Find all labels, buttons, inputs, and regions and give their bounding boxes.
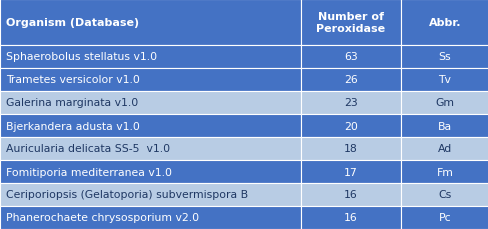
Text: Abbr.: Abbr. [428,18,460,28]
Text: 23: 23 [343,98,357,108]
Bar [400,206,488,229]
Bar [400,160,488,183]
Bar [300,114,400,137]
Text: Pc: Pc [438,213,450,223]
Text: 26: 26 [343,75,357,85]
Text: Ceriporiopsis (Gelatoporia) subvermispora B: Ceriporiopsis (Gelatoporia) subvermispor… [6,190,247,200]
Bar [300,160,400,183]
Bar [0,160,300,183]
Text: Organism (Database): Organism (Database) [6,18,139,28]
Bar [300,183,400,206]
Bar [400,114,488,137]
Text: Fm: Fm [436,167,452,177]
Text: Phanerochaete chrysosporium v2.0: Phanerochaete chrysosporium v2.0 [6,213,199,223]
Bar [400,92,488,114]
Bar [400,69,488,92]
Text: Trametes versicolor v1.0: Trametes versicolor v1.0 [6,75,140,85]
Bar [0,69,300,92]
Bar [400,137,488,160]
Bar [300,92,400,114]
Bar [400,46,488,69]
Bar [400,0,488,46]
Text: 18: 18 [343,144,357,154]
Bar [0,92,300,114]
Bar [0,46,300,69]
Bar [0,137,300,160]
Text: Galerina marginata v1.0: Galerina marginata v1.0 [6,98,138,108]
Bar [0,0,300,46]
Text: Fomitiporia mediterranea v1.0: Fomitiporia mediterranea v1.0 [6,167,171,177]
Text: Ss: Ss [438,52,450,62]
Bar [0,183,300,206]
Bar [0,114,300,137]
Bar [300,137,400,160]
Text: Bjerkandera adusta v1.0: Bjerkandera adusta v1.0 [6,121,140,131]
Bar [400,183,488,206]
Text: Auricularia delicata SS-5  v1.0: Auricularia delicata SS-5 v1.0 [6,144,170,154]
Text: Gm: Gm [435,98,453,108]
Text: Ba: Ba [437,121,451,131]
Bar [300,69,400,92]
Text: 63: 63 [343,52,357,62]
Text: 20: 20 [343,121,357,131]
Text: Cs: Cs [437,190,451,200]
Bar [300,46,400,69]
Text: 17: 17 [343,167,357,177]
Text: 16: 16 [343,190,357,200]
Bar [300,206,400,229]
Text: 16: 16 [343,213,357,223]
Text: Ad: Ad [437,144,451,154]
Bar [300,0,400,46]
Text: Sphaerobolus stellatus v1.0: Sphaerobolus stellatus v1.0 [6,52,157,62]
Text: Number of
Peroxidase: Number of Peroxidase [316,12,385,34]
Bar [0,206,300,229]
Text: Tv: Tv [438,75,450,85]
